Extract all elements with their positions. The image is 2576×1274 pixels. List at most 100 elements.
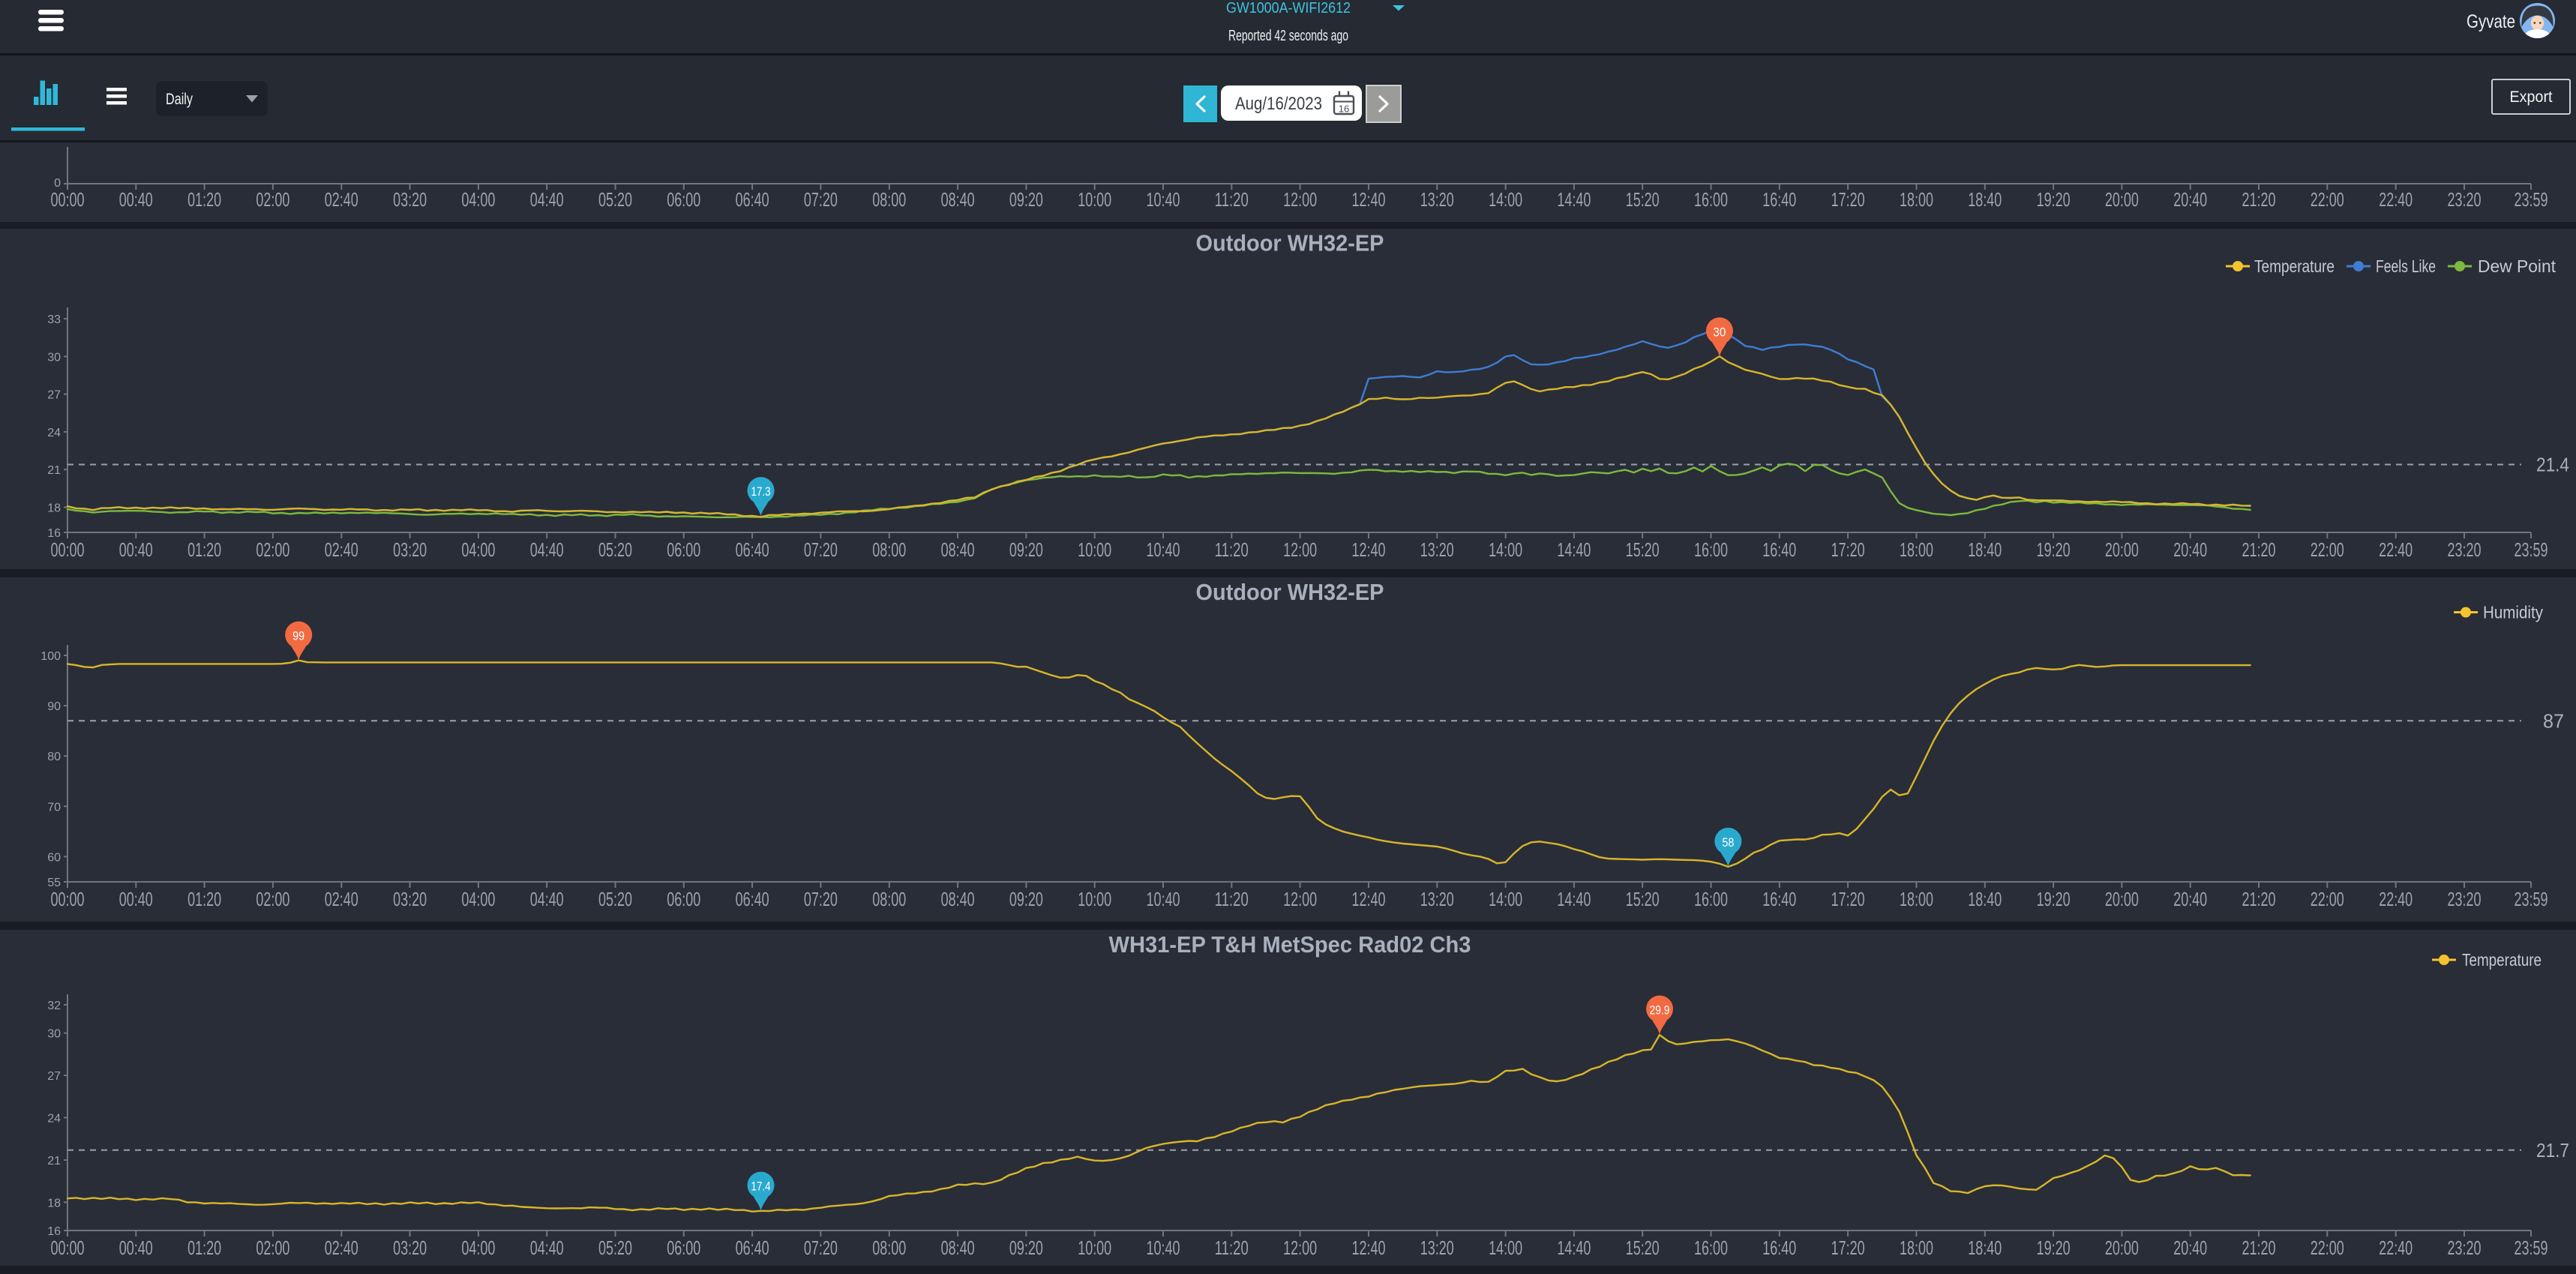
svg-text:22:40: 22:40 <box>2379 538 2413 561</box>
svg-text:87: 87 <box>2543 709 2564 732</box>
svg-text:21:20: 21:20 <box>2242 1237 2276 1259</box>
svg-text:10:00: 10:00 <box>1078 1237 1111 1259</box>
svg-text:22:00: 22:00 <box>2311 188 2344 211</box>
svg-text:06:00: 06:00 <box>667 538 700 561</box>
svg-text:08:40: 08:40 <box>941 1237 975 1259</box>
svg-text:12:40: 12:40 <box>1352 188 1386 211</box>
svg-text:01:20: 01:20 <box>187 888 221 910</box>
svg-text:0: 0 <box>54 177 61 190</box>
svg-text:18:40: 18:40 <box>1968 888 2002 910</box>
svg-text:02:00: 02:00 <box>256 188 289 211</box>
svg-text:02:40: 02:40 <box>325 888 358 910</box>
svg-text:20:40: 20:40 <box>2173 888 2207 910</box>
svg-text:23:59: 23:59 <box>2515 188 2548 211</box>
svg-text:06:40: 06:40 <box>736 538 769 561</box>
svg-text:11:20: 11:20 <box>1215 1237 1249 1259</box>
svg-text:06:00: 06:00 <box>667 1237 700 1259</box>
svg-text:17.3: 17.3 <box>751 485 771 499</box>
svg-text:08:00: 08:00 <box>872 188 906 211</box>
svg-text:06:40: 06:40 <box>736 1237 769 1259</box>
svg-text:Temperature: Temperature <box>2254 256 2335 276</box>
svg-text:14:40: 14:40 <box>1557 888 1591 910</box>
svg-text:12:00: 12:00 <box>1283 888 1317 910</box>
svg-text:18:40: 18:40 <box>1968 188 2002 211</box>
svg-text:06:00: 06:00 <box>667 188 700 211</box>
svg-text:22:00: 22:00 <box>2311 1237 2344 1259</box>
svg-text:18:00: 18:00 <box>1900 888 1933 910</box>
svg-text:06:40: 06:40 <box>736 188 769 211</box>
svg-text:18:40: 18:40 <box>1968 1237 2002 1259</box>
svg-text:30: 30 <box>1713 325 1726 339</box>
svg-text:12:40: 12:40 <box>1352 888 1386 910</box>
svg-text:15:20: 15:20 <box>1626 538 1660 561</box>
svg-text:02:00: 02:00 <box>256 538 289 561</box>
svg-text:07:20: 07:20 <box>804 1237 838 1259</box>
svg-text:16:40: 16:40 <box>1762 888 1796 910</box>
svg-text:100: 100 <box>40 650 61 663</box>
svg-text:19:20: 19:20 <box>2037 188 2071 211</box>
svg-text:23:20: 23:20 <box>2448 888 2482 910</box>
svg-text:18: 18 <box>47 1197 61 1210</box>
svg-text:13:20: 13:20 <box>1420 888 1454 910</box>
svg-text:16:40: 16:40 <box>1762 188 1796 211</box>
svg-text:10:40: 10:40 <box>1147 188 1180 211</box>
svg-text:01:20: 01:20 <box>187 188 221 211</box>
svg-text:22:40: 22:40 <box>2379 188 2413 211</box>
svg-text:08:40: 08:40 <box>941 538 975 561</box>
svg-text:04:00: 04:00 <box>461 538 495 561</box>
svg-text:60: 60 <box>47 851 61 864</box>
svg-text:20:40: 20:40 <box>2173 1237 2207 1259</box>
svg-text:20:00: 20:00 <box>2105 888 2139 910</box>
svg-text:05:20: 05:20 <box>598 188 632 211</box>
svg-text:22:00: 22:00 <box>2311 538 2344 561</box>
svg-text:08:00: 08:00 <box>872 888 906 910</box>
svg-text:01:20: 01:20 <box>187 538 221 561</box>
svg-text:Aug/16/2023: Aug/16/2023 <box>1235 94 1322 114</box>
svg-text:07:20: 07:20 <box>804 538 838 561</box>
svg-text:07:20: 07:20 <box>804 188 838 211</box>
svg-text:Daily: Daily <box>166 91 193 108</box>
svg-text:17:20: 17:20 <box>1831 888 1865 910</box>
svg-text:00:00: 00:00 <box>51 888 85 910</box>
svg-text:13:20: 13:20 <box>1420 538 1454 561</box>
svg-text:02:00: 02:00 <box>256 888 289 910</box>
svg-text:Temperature: Temperature <box>2462 950 2542 970</box>
svg-text:14:40: 14:40 <box>1557 538 1591 561</box>
svg-text:14:00: 14:00 <box>1489 188 1522 211</box>
svg-text:17:20: 17:20 <box>1831 1237 1865 1259</box>
svg-text:04:00: 04:00 <box>461 188 495 211</box>
svg-text:30: 30 <box>47 1028 61 1041</box>
svg-text:Reported 42 seconds ago: Reported 42 seconds ago <box>1228 28 1348 44</box>
svg-text:21:20: 21:20 <box>2242 538 2276 561</box>
svg-text:04:40: 04:40 <box>530 888 564 910</box>
svg-text:15:20: 15:20 <box>1626 188 1660 211</box>
svg-text:17.4: 17.4 <box>751 1180 771 1194</box>
svg-text:21:20: 21:20 <box>2242 188 2276 211</box>
svg-text:Export: Export <box>2510 88 2553 106</box>
svg-text:17:20: 17:20 <box>1831 538 1865 561</box>
svg-text:21: 21 <box>47 464 61 477</box>
svg-text:12:40: 12:40 <box>1352 538 1386 561</box>
svg-text:19:20: 19:20 <box>2037 538 2071 561</box>
svg-text:19:20: 19:20 <box>2037 888 2071 910</box>
svg-text:11:20: 11:20 <box>1215 888 1249 910</box>
svg-text:16:00: 16:00 <box>1694 888 1728 910</box>
svg-text:18:00: 18:00 <box>1900 538 1933 561</box>
svg-text:01:20: 01:20 <box>187 1237 221 1259</box>
svg-text:16:00: 16:00 <box>1694 1237 1728 1259</box>
svg-text:17:20: 17:20 <box>1831 188 1865 211</box>
svg-text:24: 24 <box>47 1113 61 1126</box>
svg-text:09:20: 09:20 <box>1009 888 1043 910</box>
svg-text:03:20: 03:20 <box>393 1237 427 1259</box>
svg-text:15:20: 15:20 <box>1626 1237 1660 1259</box>
svg-text:00:00: 00:00 <box>51 538 85 561</box>
svg-text:20:40: 20:40 <box>2173 188 2207 211</box>
svg-text:22:40: 22:40 <box>2379 888 2413 910</box>
svg-text:23:20: 23:20 <box>2448 1237 2482 1259</box>
svg-text:03:20: 03:20 <box>393 888 427 910</box>
svg-text:04:00: 04:00 <box>461 888 495 910</box>
svg-text:08:00: 08:00 <box>872 538 906 561</box>
svg-text:04:40: 04:40 <box>530 538 564 561</box>
svg-text:00:00: 00:00 <box>51 1237 85 1259</box>
svg-text:04:00: 04:00 <box>461 1237 495 1259</box>
